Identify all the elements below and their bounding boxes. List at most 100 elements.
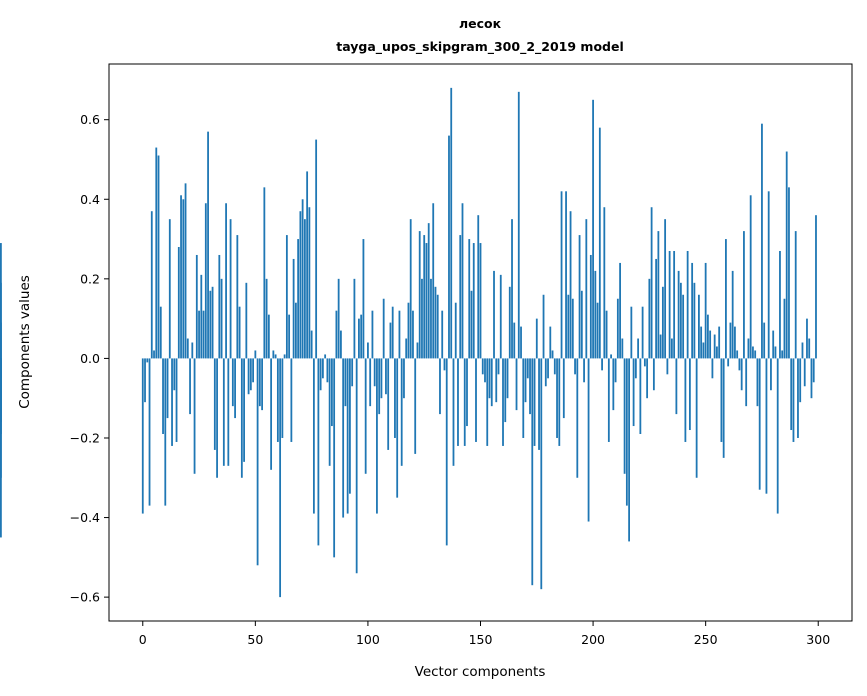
bar: [337, 278, 340, 359]
bar: [394, 358, 396, 438]
bar: [321, 358, 324, 379]
bar: [752, 346, 754, 359]
bar: [517, 91, 520, 359]
bar: [716, 346, 718, 359]
bar: [159, 306, 162, 359]
bar: [335, 310, 338, 359]
bar: [621, 338, 624, 359]
bar: [567, 294, 570, 359]
bar: [722, 358, 725, 458]
bar: [418, 231, 421, 359]
bar: [713, 334, 716, 359]
bar: [153, 350, 155, 359]
bar: [200, 274, 203, 359]
bar: [387, 358, 390, 450]
bar: [391, 306, 394, 359]
bar: [247, 358, 250, 395]
bar: [193, 358, 196, 474]
bar: [673, 250, 676, 359]
bar: [285, 235, 288, 359]
bar: [416, 342, 419, 359]
x-tick-label: 200: [581, 632, 605, 647]
bar: [245, 282, 248, 359]
bar: [515, 358, 518, 411]
bar: [358, 318, 360, 359]
bar: [459, 235, 462, 359]
bar: [211, 286, 214, 359]
bar: [355, 358, 358, 574]
bar: [256, 358, 259, 566]
x-tick-label: 300: [806, 632, 830, 647]
bar: [691, 262, 694, 359]
bar: [477, 215, 480, 359]
bar: [634, 358, 637, 379]
bar: [376, 358, 378, 514]
bar: [166, 358, 169, 419]
bar: [499, 274, 502, 359]
y-tick-label: 0.6: [80, 112, 100, 127]
bar: [655, 258, 658, 359]
bar: [549, 326, 552, 359]
bar: [443, 358, 446, 371]
y-axis-label: Components values: [17, 275, 33, 409]
bar: [225, 203, 227, 359]
bar: [463, 358, 466, 446]
bar: [385, 358, 387, 395]
bar: [0, 282, 2, 359]
bar: [781, 350, 784, 359]
bar: [344, 358, 347, 407]
bar: [630, 306, 633, 359]
bar: [488, 358, 491, 399]
bar: [734, 326, 736, 359]
bar: [583, 358, 585, 383]
bar: [475, 358, 477, 442]
bar: [434, 286, 437, 359]
bar: [540, 358, 543, 590]
bar: [382, 298, 385, 359]
bar: [378, 358, 381, 415]
bar: [547, 358, 549, 379]
bar: [164, 358, 167, 506]
bar: [346, 358, 349, 514]
bar: [457, 358, 459, 446]
bar: [765, 358, 768, 494]
bar: [380, 358, 383, 399]
bar: [535, 318, 538, 359]
bar: [677, 270, 680, 359]
bar: [538, 358, 540, 450]
bar: [421, 278, 423, 359]
bar: [682, 294, 685, 359]
bar: [184, 183, 187, 359]
x-tick-label: 150: [469, 632, 493, 647]
bar: [407, 302, 410, 359]
bar: [513, 322, 516, 359]
bar: [585, 219, 588, 359]
bar: [493, 270, 495, 359]
bar: [643, 358, 646, 367]
bar: [486, 358, 489, 446]
bar: [772, 330, 775, 359]
bar: [276, 358, 279, 442]
bar: [594, 270, 597, 359]
bar: [371, 310, 374, 359]
bar: [698, 294, 700, 359]
bar: [790, 358, 793, 431]
bar: [331, 358, 333, 427]
bar: [265, 278, 268, 359]
bar: [616, 298, 619, 359]
y-tick-label: 0.4: [80, 192, 100, 207]
bar: [240, 358, 243, 478]
bar: [432, 203, 435, 359]
bar: [261, 358, 263, 411]
bar: [155, 147, 158, 359]
bar: [252, 358, 254, 383]
bar: [506, 358, 509, 399]
bar: [562, 358, 565, 419]
bar: [648, 278, 651, 359]
bar: [427, 223, 430, 359]
bar: [481, 358, 484, 375]
bar: [191, 342, 194, 359]
bar: [688, 358, 691, 431]
bar: [425, 243, 428, 359]
